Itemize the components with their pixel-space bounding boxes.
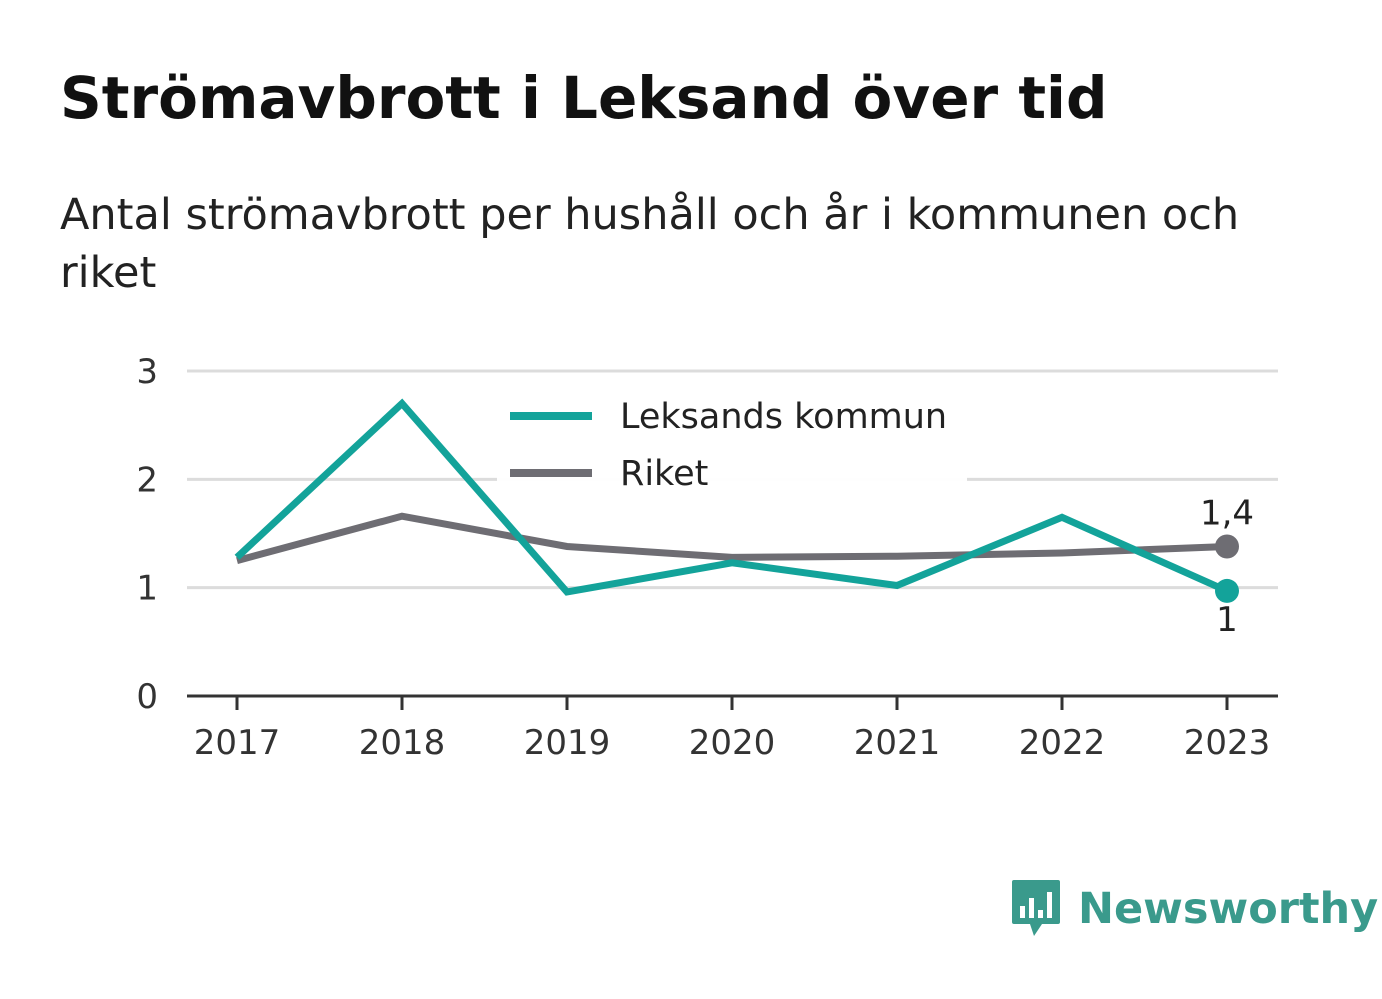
series-line [236, 512, 1228, 564]
x-tick-label: 2020 [689, 723, 776, 763]
legend-background [497, 388, 967, 498]
y-tick-label: 2 [136, 460, 158, 500]
chart-title: Strömavbrott i Leksand över tid [60, 64, 1108, 132]
end-point-marker [1215, 534, 1239, 559]
y-tick-label: 0 [136, 677, 158, 717]
series-line [234, 398, 1229, 596]
end-value-label: 1 [1216, 600, 1238, 640]
brand-logo: Newsworthy [1010, 878, 1378, 940]
legend-label: Leksands kommun [620, 397, 947, 437]
legend-label: Riket [620, 454, 708, 494]
x-tick-label: 2018 [359, 723, 446, 763]
x-tick-label: 2023 [1184, 723, 1271, 763]
end-value-label: 1,4 [1200, 494, 1254, 534]
x-tick-label: 2021 [854, 723, 941, 763]
y-tick-label: 3 [136, 352, 158, 392]
chart-subtitle: Antal strömavbrott per hushåll och år i … [60, 190, 1240, 298]
brand-name: Newsworthy [1078, 884, 1379, 934]
x-tick-label: 2022 [1019, 723, 1106, 763]
bar-chart-speech-bubble-icon [1012, 880, 1060, 936]
y-tick-label: 1 [136, 569, 158, 609]
x-tick-label: 2017 [194, 723, 281, 763]
x-tick-label: 2019 [524, 723, 611, 763]
end-point-marker [1215, 578, 1239, 603]
